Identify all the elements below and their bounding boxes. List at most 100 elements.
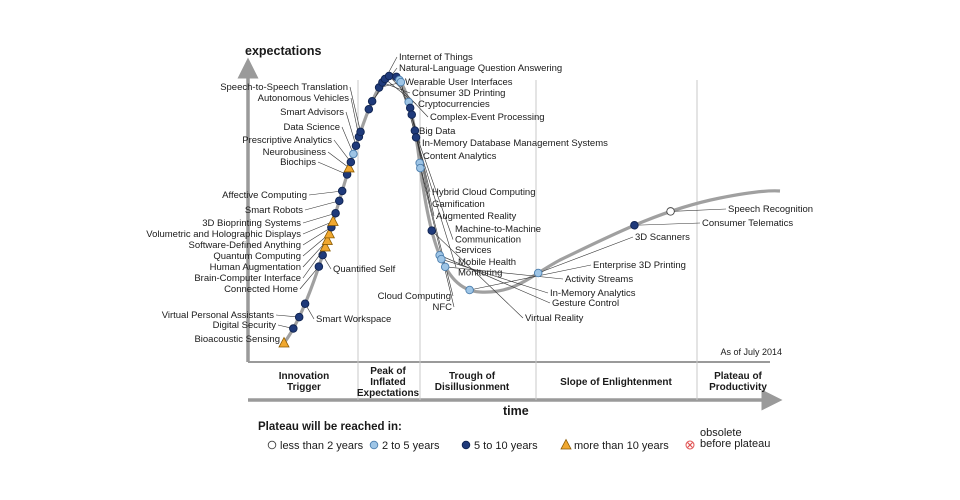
label-consumer-telematics: Consumer Telematics [702, 218, 793, 229]
tech-enterprise-3d-printing: Enterprise 3D Printing [465, 260, 686, 295]
marker-data-science [349, 149, 358, 159]
label-software-defined-anything: Software-Defined Anything [189, 240, 301, 251]
label-human-augmentation: Human Augmentation [210, 262, 301, 273]
label-speech-recognition: Speech Recognition [728, 204, 813, 215]
tech-affective-computing: Affective Computing [222, 186, 347, 201]
legend-marker-lt2 [267, 440, 277, 450]
legend-label-2to5: 2 to 5 years [382, 440, 440, 452]
marker-3d-scanners [533, 268, 543, 278]
label-data-science: Data Science [283, 122, 340, 133]
legend-item-5to10: 5 to 10 years [461, 440, 538, 452]
x-axis-title: time [503, 404, 529, 418]
tech-bioacoustic-sensing: Bioacoustic Sensing [194, 334, 290, 348]
marker-in-memory-analytics [437, 254, 446, 264]
tech-smart-advisors: Smart Advisors [280, 107, 361, 150]
marker-volumetric-and-holographic-displays [327, 215, 339, 226]
tech-activity-streams: Activity Streams [440, 262, 633, 285]
marker-content-analytics [396, 77, 406, 87]
tech-speech-to-speech-translation: Speech-to-Speech Translation [220, 82, 365, 137]
tech-consumer-telematics: Consumer Telematics [630, 218, 793, 230]
label-speech-to-speech-translation: Speech-to-Speech Translation [220, 82, 348, 93]
marker-smart-robots [335, 196, 344, 206]
marker-smart-workspace [300, 299, 310, 308]
label-augmented-reality: Augmented Reality [436, 211, 517, 222]
label-biochips: Biochips [280, 157, 316, 168]
legend: Plateau will be reached in: less than 2 y… [258, 421, 770, 452]
phase-label-4: Slope of Enlightenment [560, 377, 672, 388]
marker-virtual-personal-assistants [294, 312, 304, 322]
leader-human-augmentation [302, 240, 328, 268]
legend-title: Plateau will be reached in: [258, 421, 402, 433]
label-brain-computer-interface: Brain-Computer Interface [194, 273, 301, 284]
marker-connected-home [314, 262, 324, 271]
leader-machine-to-machine-communication-services [414, 130, 454, 240]
leader-complex-event-processing [388, 75, 429, 118]
marker-3d-bioprinting-systems [331, 209, 340, 218]
marker-mobile-health-monitoring [411, 133, 421, 142]
leader-data-science [341, 126, 354, 155]
marker-speech-recognition [666, 207, 675, 216]
label-autonomous-vehicles: Autonomous Vehicles [258, 93, 350, 104]
label-gamification: Gamification [432, 199, 485, 210]
legend-marker-5to10 [461, 440, 471, 450]
label-machine-to-machine-communication-services: Machine-to-Machine Communication Services [455, 224, 541, 256]
leader-in-memory-analytics [441, 258, 549, 294]
marker-complex-event-processing [384, 71, 394, 81]
tech-smart-workspace: Smart Workspace [300, 299, 391, 325]
leader-connected-home [299, 266, 320, 290]
label-internet-of-things: Internet of Things [399, 52, 473, 63]
label-volumetric-and-holographic-displays: Volumetric and Holographic Displays [146, 229, 301, 240]
label-complex-event-processing: Complex-Event Processing [430, 112, 545, 123]
label-gesture-control: Gesture Control [552, 298, 619, 309]
tech-connected-home: Connected Home [224, 262, 324, 295]
marker-neurobusiness [343, 161, 355, 173]
leader-activity-streams [445, 266, 564, 280]
leader-mobile-health-monitoring [415, 137, 457, 268]
marker-natural-language-question-answering [367, 97, 377, 106]
phase-label-3: Trough of Disillusionment [435, 371, 510, 393]
legend-label-5to10: 5 to 10 years [474, 440, 538, 452]
leader-affective-computing [308, 190, 343, 196]
tech-data-science: Data Science [283, 122, 358, 159]
label-quantified-self: Quantified Self [333, 264, 396, 275]
leader-volumetric-and-holographic-displays [302, 221, 334, 235]
tech-digital-security: Digital Security [213, 320, 298, 333]
marker-augmented-reality [407, 110, 417, 119]
tech-biochips: Biochips [280, 157, 352, 179]
marker-quantum-computing [323, 227, 336, 239]
marker-enterprise-3d-printing [465, 285, 474, 295]
leader-speech-recognition [670, 208, 727, 212]
marker-prescriptive-analytics [346, 157, 356, 167]
tech-virtual-personal-assistants: Virtual Personal Assistants [162, 310, 304, 322]
label-hybrid-cloud-computing: Hybrid Cloud Computing [432, 187, 536, 198]
tech-cloud-computing: Cloud Computing [378, 158, 454, 302]
label-consumer-3d-printing: Consumer 3D Printing [412, 88, 505, 99]
label-3d-scanners: 3D Scanners [635, 232, 690, 243]
legend-marker-gt10 [560, 438, 572, 450]
legend-item-obsolete: obsolete before plateau [685, 427, 770, 450]
leader-prescriptive-analytics [333, 139, 352, 163]
leader-gesture-control [439, 254, 551, 304]
label-smart-robots: Smart Robots [245, 205, 303, 216]
tech-complex-event-processing: Complex-Event Processing [384, 71, 545, 123]
label-bioacoustic-sensing: Bioacoustic Sensing [194, 334, 280, 345]
tech-virtual-reality: Virtual Reality [427, 226, 584, 324]
as-of-note: As of July 2014 [720, 347, 782, 357]
phase-label-1: Innovation Trigger [279, 371, 330, 393]
legend-marker-2to5 [369, 440, 379, 450]
tech-quantified-self: Quantified Self [318, 250, 396, 275]
leader-smart-robots [304, 200, 340, 211]
marker-internet-of-things [364, 104, 374, 114]
leader-biochips [317, 161, 348, 175]
leader-smart-advisors [345, 111, 357, 146]
leader-neurobusiness [327, 151, 350, 169]
leader-enterprise-3d-printing [469, 264, 592, 291]
marker-activity-streams [440, 262, 450, 272]
marker-quantified-self [318, 250, 327, 260]
label-quantum-computing: Quantum Computing [213, 251, 301, 262]
tech-volumetric-and-holographic-displays: Volumetric and Holographic Displays [146, 215, 339, 240]
tech-human-augmentation: Human Augmentation [210, 234, 333, 273]
marker-smart-advisors [351, 141, 361, 150]
